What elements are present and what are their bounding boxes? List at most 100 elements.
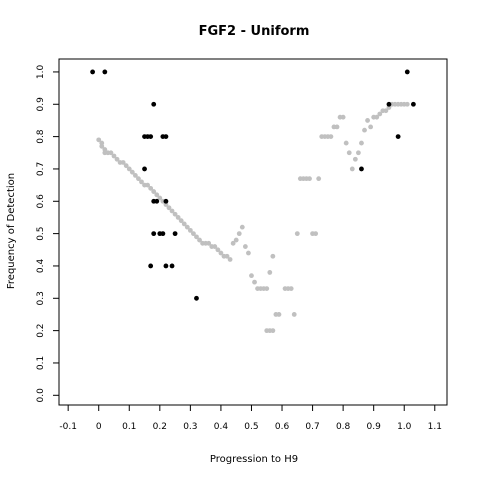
data-point-series-1 <box>249 273 254 279</box>
data-point-series-1 <box>154 192 160 198</box>
data-point-series-1 <box>359 140 364 146</box>
y-axis: 0.0 0.1 0.2 0.3 0.4 0.5 0.6 0.7 0.8 0.9 1.0 <box>36 65 59 403</box>
data-point-series-2 <box>154 198 160 204</box>
data-point-series-1 <box>328 134 334 140</box>
data-point-series-1 <box>346 150 352 156</box>
data-point-series-1 <box>252 279 257 285</box>
data-point-series-1 <box>264 286 270 291</box>
data-point-series-2 <box>169 263 175 269</box>
data-point-series-1 <box>218 250 224 256</box>
data-point-series-1 <box>215 247 221 253</box>
x-tick-label: 0.1 <box>122 422 136 432</box>
data-point-series-1 <box>383 108 389 114</box>
data-point-series-1 <box>404 101 410 107</box>
data-point-series-1 <box>230 240 236 246</box>
data-point-series-1 <box>197 237 202 243</box>
data-point-series-1 <box>181 221 187 227</box>
y-tick-label: 0.1 <box>36 356 46 370</box>
y-tick-label: 0.3 <box>36 291 46 305</box>
data-point-series-1 <box>242 244 248 249</box>
data-point-series-1 <box>184 224 190 230</box>
data-point-series-2 <box>194 295 199 301</box>
data-point-series-1 <box>227 257 233 262</box>
y-tick-label: 0.4 <box>36 259 46 274</box>
data-point-series-1 <box>270 328 276 334</box>
data-point-series-1 <box>187 227 193 233</box>
x-axis-label: Progression to H9 <box>210 454 298 465</box>
data-point-series-1 <box>294 231 300 237</box>
data-point-series-1 <box>224 253 230 259</box>
data-point-series-1 <box>352 156 358 162</box>
data-point-series-1 <box>288 286 294 291</box>
data-point-series-1 <box>267 270 273 275</box>
data-point-series-1 <box>340 114 346 120</box>
data-point-series-1 <box>349 166 355 172</box>
y-tick-label: 0.2 <box>36 323 46 337</box>
y-tick-label: 0.7 <box>36 162 46 176</box>
data-point-series-2 <box>148 134 154 140</box>
data-point-series-2 <box>148 263 154 269</box>
plot-frame <box>58 58 448 406</box>
data-point-series-1 <box>120 160 126 165</box>
data-point-series-2 <box>359 166 364 172</box>
data-point-series-1 <box>343 140 349 146</box>
data-point-series-1 <box>365 118 370 123</box>
data-point-series-1 <box>157 195 163 201</box>
data-point-series-1 <box>145 182 150 188</box>
y-tick-label: 1.0 <box>36 65 46 80</box>
data-point-series-1 <box>136 176 141 182</box>
data-point-series-2 <box>172 231 178 237</box>
data-point-series-1 <box>169 208 175 214</box>
data-point-series-1 <box>276 312 282 317</box>
data-point-series-1 <box>362 127 367 133</box>
data-point-series-1 <box>148 185 154 191</box>
y-axis-label: Frequency of Detection <box>6 173 17 289</box>
data-point-series-2 <box>386 101 392 107</box>
x-tick-label: 0 <box>96 422 102 432</box>
data-point-series-1 <box>166 205 172 211</box>
data-point-series-2 <box>163 263 169 269</box>
x-axis: -0.1 0 0.1 0.2 0.3 0.4 0.5 0.6 0.7 0.8 0.9 1.0 1.1 <box>59 405 442 432</box>
x-tick-label: 0.7 <box>305 422 319 432</box>
data-point-series-1 <box>368 124 374 130</box>
data-point-series-1 <box>126 166 132 172</box>
data-point-series-2 <box>160 231 166 237</box>
x-tick-label: 0.6 <box>275 422 290 432</box>
data-point-series-1 <box>175 215 181 220</box>
data-point-series-1 <box>270 253 276 259</box>
y-tick-label: 0.8 <box>36 129 46 144</box>
data-point-series-1 <box>132 173 138 178</box>
data-point-series-2 <box>163 198 169 204</box>
data-point-series-1 <box>194 234 199 240</box>
data-point-series-2 <box>102 69 108 75</box>
data-point-series-1 <box>313 231 319 237</box>
data-point-series-1 <box>191 231 196 237</box>
data-point-series-1 <box>178 218 184 224</box>
data-point-series-2 <box>151 101 157 107</box>
data-point-series-1 <box>139 179 144 185</box>
data-point-series-1 <box>99 143 105 149</box>
data-point-series-1 <box>334 124 340 130</box>
data-point-series-1 <box>236 231 242 237</box>
x-tick-label: -0.1 <box>59 422 77 432</box>
data-point-series-2 <box>404 69 410 75</box>
data-point-series-1 <box>246 250 251 256</box>
data-point-series-2 <box>142 166 147 172</box>
data-point-series-1 <box>316 176 322 182</box>
x-tick-label: 0.5 <box>244 422 258 432</box>
data-point-series-1 <box>114 156 120 162</box>
x-tick-label: 0.2 <box>153 422 167 432</box>
data-point-series-1 <box>151 189 157 194</box>
x-tick-label: 1.1 <box>428 422 442 432</box>
y-tick-label: 0.0 <box>36 388 46 403</box>
x-tick-label: 1.0 <box>397 422 412 432</box>
data-point-series-1 <box>307 176 312 182</box>
y-tick-label: 0.6 <box>36 194 46 209</box>
y-tick-label: 0.9 <box>36 97 46 112</box>
data-point-series-2 <box>90 69 96 75</box>
data-point-series-2 <box>151 231 157 237</box>
x-tick-label: 0.8 <box>336 422 351 432</box>
data-point-series-1 <box>123 163 129 169</box>
data-points <box>90 69 416 334</box>
